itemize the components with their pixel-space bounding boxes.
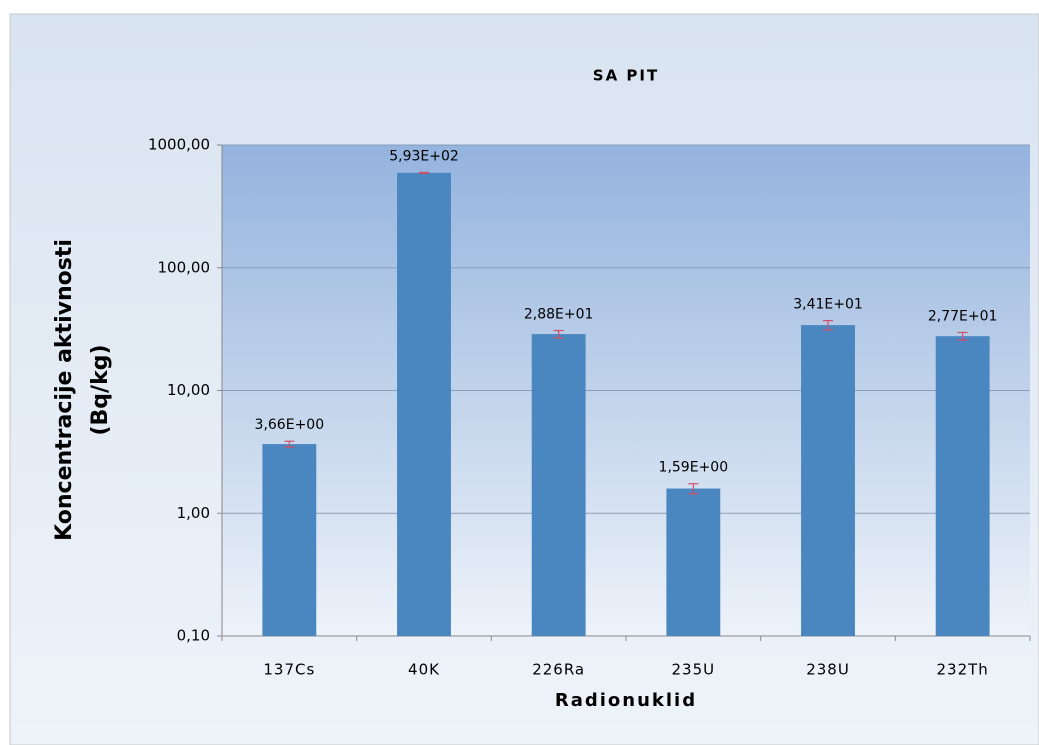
data-label: 3,41E+01	[793, 297, 863, 313]
bar	[935, 336, 990, 636]
bar	[397, 172, 451, 636]
x-tick-label: 137Cs	[263, 661, 315, 679]
data-label: 2,77E+01	[928, 308, 998, 324]
y-axis-label-line: Koncentracije aktivnosti	[52, 239, 77, 541]
y-axis-label-line: (Bq/kg)	[88, 344, 113, 435]
y-tick-label: 10,00	[167, 381, 210, 399]
y-tick-label: 0,10	[177, 627, 210, 645]
y-tick-label: 1000,00	[148, 136, 210, 154]
bar	[801, 325, 855, 636]
x-tick-label: 232Th	[937, 661, 989, 679]
y-tick-label: 100,00	[158, 258, 211, 276]
data-label: 2,88E+01	[524, 307, 594, 323]
data-label: 1,59E+00	[659, 460, 729, 476]
y-tick-label: 1,00	[177, 504, 210, 522]
bar	[531, 334, 586, 636]
x-tick-label: 226Ra	[532, 661, 585, 679]
data-label: 3,66E+00	[255, 417, 325, 433]
bar	[666, 488, 721, 636]
x-axis-label: Radionuklid	[555, 690, 697, 711]
y-axis-label: Koncentracije aktivnosti (Bq/kg)	[52, 239, 113, 541]
bar	[262, 444, 317, 636]
data-label: 5,93E+02	[389, 148, 459, 164]
chart-title: SA PIT	[593, 67, 659, 85]
x-tick-label: 235U	[672, 661, 716, 679]
x-tick-label: 238U	[806, 661, 850, 679]
x-tick-label: 40K	[408, 661, 440, 679]
